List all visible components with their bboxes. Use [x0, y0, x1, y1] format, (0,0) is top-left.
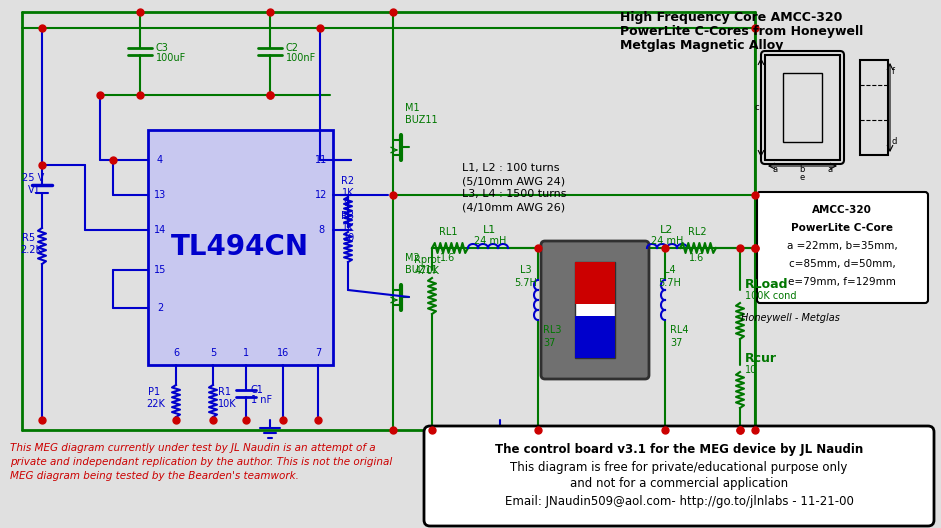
Text: and not for a commercial application: and not for a commercial application: [570, 477, 788, 491]
Text: private and independant replication by the author. This is not the original: private and independant replication by t…: [10, 457, 392, 467]
Text: 24 mH: 24 mH: [474, 236, 506, 246]
Text: L1: L1: [484, 225, 497, 235]
Text: V1: V1: [28, 185, 40, 195]
Text: a: a: [827, 165, 833, 174]
Text: 1 nF: 1 nF: [251, 395, 272, 405]
Text: PowerLite C-Cores from Honeywell: PowerLite C-Cores from Honeywell: [620, 25, 863, 39]
Text: L1, L2 : 100 turns: L1, L2 : 100 turns: [462, 163, 560, 173]
Text: C1: C1: [251, 385, 263, 395]
Text: Metglas Magnetic Alloy: Metglas Magnetic Alloy: [620, 40, 783, 52]
Text: d: d: [892, 137, 898, 146]
Bar: [575, 262, 615, 304]
Text: 14: 14: [154, 225, 167, 235]
Text: M1: M1: [405, 103, 420, 113]
Text: 6: 6: [173, 348, 179, 358]
Text: 24 mH: 24 mH: [651, 236, 683, 246]
FancyBboxPatch shape: [757, 192, 928, 303]
Bar: [575, 316, 615, 358]
Text: L2: L2: [661, 225, 674, 235]
Text: 9: 9: [343, 198, 349, 208]
Text: 13: 13: [154, 190, 167, 200]
Bar: [148, 130, 333, 365]
Text: 100uF: 100uF: [156, 53, 186, 63]
Text: c: c: [755, 102, 759, 111]
Text: 470K: 470K: [415, 266, 439, 276]
Text: 22K: 22K: [146, 399, 165, 409]
FancyBboxPatch shape: [541, 241, 649, 379]
Text: RL2: RL2: [688, 227, 707, 237]
Text: 10: 10: [745, 365, 758, 375]
Bar: [575, 262, 615, 358]
Text: e: e: [799, 174, 805, 183]
Text: 5.7H: 5.7H: [659, 278, 681, 288]
Text: 7: 7: [315, 348, 321, 358]
Text: 100K cond: 100K cond: [745, 291, 796, 301]
Text: RL4: RL4: [670, 325, 689, 335]
Text: 37: 37: [670, 338, 682, 348]
Text: 8: 8: [318, 225, 324, 235]
Text: b: b: [799, 165, 805, 174]
Text: 11: 11: [315, 155, 327, 165]
Text: High Frequency Core AMCC-320: High Frequency Core AMCC-320: [620, 12, 842, 24]
Text: AMCC-320: AMCC-320: [812, 205, 872, 215]
Text: 37: 37: [543, 338, 555, 348]
Text: 2.2K: 2.2K: [20, 245, 42, 255]
Text: MEG diagram being tested by the Bearden's teamwork.: MEG diagram being tested by the Bearden'…: [10, 471, 299, 481]
Text: 15: 15: [153, 265, 167, 275]
Text: Honeywell - Metglas: Honeywell - Metglas: [741, 313, 839, 323]
Text: 25 V: 25 V: [22, 173, 44, 183]
Text: e=79mm, f=129mm: e=79mm, f=129mm: [788, 277, 896, 287]
Text: c=85mm, d=50mm,: c=85mm, d=50mm,: [789, 259, 896, 269]
Text: f: f: [892, 68, 895, 77]
Text: The control board v3.1 for the MEG device by JL Naudin: The control board v3.1 for the MEG devic…: [495, 444, 863, 457]
Text: 5: 5: [210, 348, 216, 358]
Text: C2: C2: [286, 43, 299, 53]
Text: 1K: 1K: [342, 188, 354, 198]
Text: 1.6: 1.6: [440, 253, 455, 263]
Text: Rprot: Rprot: [414, 255, 440, 265]
Text: TL494CN: TL494CN: [171, 233, 309, 261]
Text: R2: R2: [342, 176, 355, 186]
Text: This MEG diagram currently under test by JL Naudin is an attempt of a: This MEG diagram currently under test by…: [10, 443, 375, 453]
FancyBboxPatch shape: [424, 426, 934, 526]
Text: L3, L4 : 1500 turns: L3, L4 : 1500 turns: [462, 189, 566, 199]
Text: Rcur: Rcur: [745, 352, 777, 364]
Text: 2: 2: [157, 303, 163, 313]
Text: R3: R3: [342, 211, 355, 221]
Text: RLoad: RLoad: [745, 278, 789, 290]
Bar: [860, 60, 888, 155]
Text: R1: R1: [218, 387, 231, 397]
Text: 4: 4: [157, 155, 163, 165]
Text: RL3: RL3: [543, 325, 562, 335]
Text: L3: L3: [520, 265, 532, 275]
Text: Email: JNaudin509@aol.com- http://go.to/jlnlabs - 11-21-00: Email: JNaudin509@aol.com- http://go.to/…: [504, 495, 853, 507]
Text: 16: 16: [277, 348, 289, 358]
Text: a =22mm, b=35mm,: a =22mm, b=35mm,: [787, 241, 898, 251]
Text: BUZ11: BUZ11: [405, 265, 438, 275]
Text: 5.7H: 5.7H: [515, 278, 537, 288]
Text: 1K: 1K: [342, 223, 354, 233]
Text: 10K: 10K: [218, 399, 236, 409]
Bar: [765, 55, 840, 160]
Text: (5/10mm AWG 24): (5/10mm AWG 24): [462, 176, 566, 186]
Text: L4: L4: [664, 265, 676, 275]
Text: 1.6: 1.6: [690, 253, 705, 263]
Text: BUZ11: BUZ11: [405, 115, 438, 125]
Text: P1: P1: [148, 387, 160, 397]
Text: a: a: [773, 165, 777, 174]
Text: M2: M2: [405, 253, 420, 263]
Text: This diagram is free for private/educational purpose only: This diagram is free for private/educati…: [510, 460, 848, 474]
Text: 12: 12: [315, 190, 327, 200]
Text: R5: R5: [22, 233, 35, 243]
Bar: [783, 73, 822, 142]
Text: 1: 1: [243, 348, 249, 358]
Text: PowerLite C-Core: PowerLite C-Core: [791, 223, 893, 233]
Text: (4/10mm AWG 26): (4/10mm AWG 26): [462, 202, 566, 212]
Text: 100nF: 100nF: [286, 53, 316, 63]
Text: RL1: RL1: [439, 227, 457, 237]
Text: C3: C3: [156, 43, 168, 53]
Text: 10: 10: [343, 233, 356, 243]
